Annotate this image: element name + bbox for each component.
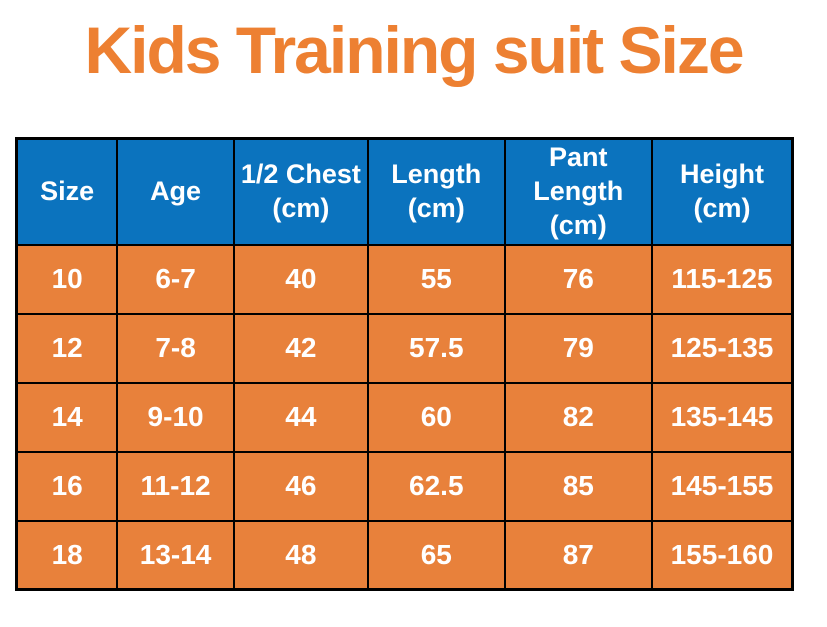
cell-length: 62.5 [367, 450, 506, 522]
cell-pant-length: 85 [503, 450, 654, 522]
cell-pant-length: 79 [503, 312, 654, 384]
column-header-size: Size [15, 137, 119, 246]
cell-length: 60 [367, 381, 506, 453]
cell-half-chest: 46 [232, 450, 370, 522]
cell-age: 9-10 [116, 381, 235, 453]
cell-size: 12 [15, 312, 119, 384]
cell-height: 125-135 [651, 312, 794, 384]
size-chart-table: Size Age 1/2 Chest (cm) Length (cm) Pant… [15, 137, 794, 591]
cell-half-chest: 44 [232, 381, 370, 453]
page-title: Kids Training suit Size [84, 13, 744, 87]
table-row-size-16: 16 11-12 46 62.5 85 145-155 [15, 450, 794, 522]
table-header-row: Size Age 1/2 Chest (cm) Length (cm) Pant… [15, 137, 794, 246]
cell-pant-length: 76 [503, 243, 654, 315]
column-header-height: Height (cm) [651, 137, 794, 246]
cell-size: 14 [15, 381, 119, 453]
cell-height: 145-155 [651, 450, 794, 522]
cell-half-chest: 42 [232, 312, 370, 384]
cell-pant-length: 87 [503, 519, 654, 591]
cell-height: 135-145 [651, 381, 794, 453]
cell-age: 7-8 [116, 312, 235, 384]
column-header-pant-length: Pant Length (cm) [503, 137, 654, 246]
cell-length: 65 [367, 519, 506, 591]
table-row-size-14: 14 9-10 44 60 82 135-145 [15, 381, 794, 453]
cell-length: 55 [367, 243, 506, 315]
cell-length: 57.5 [367, 312, 506, 384]
table-row-size-12: 12 7-8 42 57.5 79 125-135 [15, 312, 794, 384]
table-header: Size Age 1/2 Chest (cm) Length (cm) Pant… [15, 137, 794, 246]
cell-half-chest: 48 [232, 519, 370, 591]
column-header-length: Length (cm) [367, 137, 506, 246]
table-row-size-18: 18 13-14 48 65 87 155-160 [15, 519, 794, 591]
column-header-half-chest: 1/2 Chest (cm) [232, 137, 370, 246]
cell-pant-length: 82 [503, 381, 654, 453]
cell-size: 16 [15, 450, 119, 522]
cell-height: 115-125 [651, 243, 794, 315]
cell-half-chest: 40 [232, 243, 370, 315]
cell-age: 11-12 [116, 450, 235, 522]
column-header-age: Age [116, 137, 235, 246]
cell-size: 10 [15, 243, 119, 315]
table-body: 10 6-7 40 55 76 115-125 12 7-8 42 57.5 7… [15, 243, 794, 591]
cell-age: 13-14 [116, 519, 235, 591]
table-row-size-10: 10 6-7 40 55 76 115-125 [15, 243, 794, 315]
cell-height: 155-160 [651, 519, 794, 591]
cell-size: 18 [15, 519, 119, 591]
cell-age: 6-7 [116, 243, 235, 315]
